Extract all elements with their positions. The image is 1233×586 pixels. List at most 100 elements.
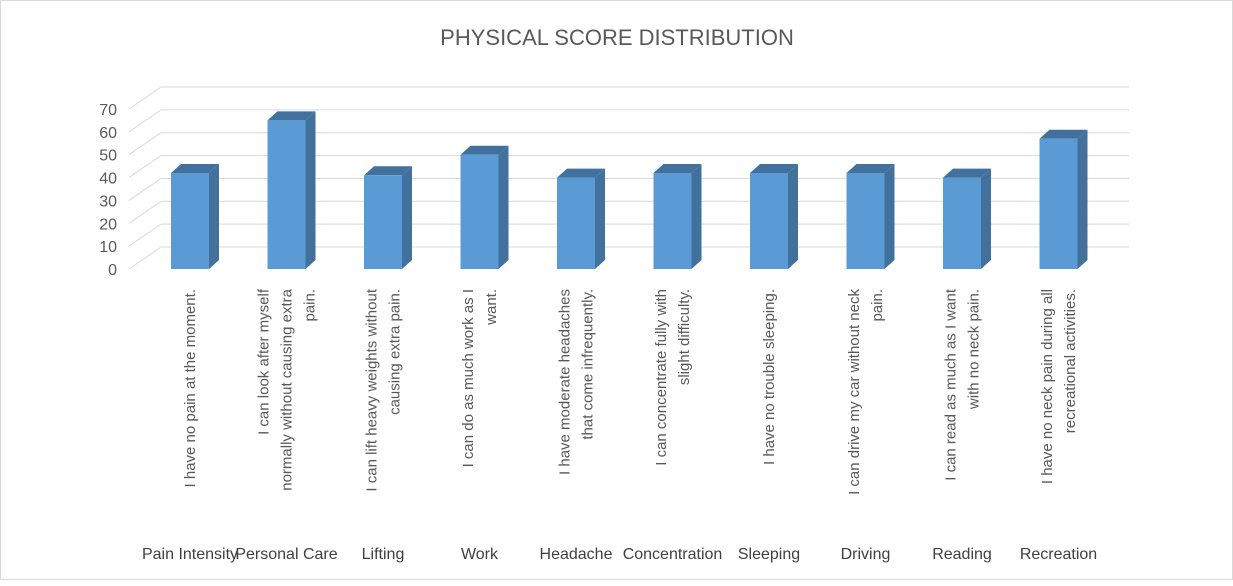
bar-front xyxy=(557,177,595,269)
gridline-depth xyxy=(128,86,162,110)
bar-description: I can concentrate fully with slight diffi… xyxy=(653,289,693,466)
bar-top xyxy=(846,164,895,173)
bar-front xyxy=(846,173,885,269)
bar-description: I can lift heavy weights without causing … xyxy=(364,288,404,491)
gridline-depth xyxy=(128,200,162,224)
bar-top xyxy=(653,164,702,173)
bars xyxy=(171,111,1088,269)
bar-description-line: I can lift heavy weights without xyxy=(364,288,381,491)
bar-side xyxy=(305,111,316,269)
bar-top xyxy=(460,145,509,155)
y-tick-label: 0 xyxy=(108,262,117,279)
bar-description-line: slight difficulty. xyxy=(676,289,693,385)
bar-description: I can drive my car without neck pain. xyxy=(846,289,886,495)
category-label: Pain Intensity xyxy=(142,546,238,563)
bar-front xyxy=(653,173,692,269)
bar-description-line: I can read as much as I want xyxy=(943,288,960,481)
bar-description: I have moderate headaches that come infre… xyxy=(557,289,597,475)
gridline-depth xyxy=(128,155,162,178)
bar-description-line: pain. xyxy=(302,289,319,322)
category-label: Reading xyxy=(932,546,992,563)
category-label: Recreation xyxy=(1020,546,1097,563)
gridlines xyxy=(128,86,1129,270)
bar-description: I can read as much as I want with no neck… xyxy=(943,288,983,481)
bar-front xyxy=(171,173,209,269)
bar xyxy=(750,164,798,269)
bar-description-line: normally without causing extra xyxy=(279,288,296,490)
bar-side xyxy=(402,166,412,269)
bar-front xyxy=(460,154,499,269)
bar-description-line: pain. xyxy=(869,289,886,322)
bar-front xyxy=(267,120,306,269)
bar-description: I have no neck pain during all recreation… xyxy=(1039,289,1079,484)
category-label: Driving xyxy=(841,546,891,563)
bar-description: I have no pain at the moment. xyxy=(182,289,199,487)
bar-description-line: I have no trouble sleeping. xyxy=(761,289,778,465)
bar-description-line: I have no neck pain during all xyxy=(1039,289,1056,484)
bar-front xyxy=(364,175,402,269)
bar-front xyxy=(943,177,981,269)
bar xyxy=(653,164,702,269)
bar-top xyxy=(557,168,605,178)
bar-top xyxy=(750,164,798,173)
bar-description-line: I can concentrate fully with xyxy=(653,289,670,466)
chart-title: PHYSICAL SCORE DISTRIBUTION xyxy=(440,25,794,50)
bar-description-line: want. xyxy=(483,289,500,326)
bar xyxy=(460,145,509,269)
bar xyxy=(846,164,895,269)
bar-description-line: I have no pain at the moment. xyxy=(182,289,199,487)
bar-side xyxy=(498,145,509,269)
bar xyxy=(943,168,991,269)
bar-description-line: I can look after myself xyxy=(256,288,273,435)
category-label: Sleeping xyxy=(738,546,800,563)
gridline-depth xyxy=(128,178,162,201)
gridline-depth xyxy=(128,223,162,247)
category-label: Headache xyxy=(540,546,613,563)
bar-description-line: recreational activities. xyxy=(1062,289,1079,433)
y-axis-ticks: 0 10 20 30 40 50 60 70 xyxy=(99,102,117,279)
bar-description-line: with no neck pain. xyxy=(966,289,983,410)
bar-description: I can look after myself normally without … xyxy=(256,288,319,491)
category-label: Concentration xyxy=(623,546,723,563)
bar-side xyxy=(788,164,798,269)
category-label: Lifting xyxy=(362,546,405,563)
bar-description-line: I can drive my car without neck xyxy=(846,289,863,495)
bar-front xyxy=(750,173,788,269)
y-tick-label: 60 xyxy=(99,125,117,142)
y-tick-label: 30 xyxy=(99,193,117,210)
bar-front xyxy=(1039,138,1078,269)
bar-side xyxy=(691,164,702,269)
bar-description: I have no trouble sleeping. xyxy=(761,289,778,465)
bar xyxy=(1039,129,1088,269)
bar xyxy=(364,166,412,269)
y-tick-label: 50 xyxy=(99,148,117,165)
gridline-depth xyxy=(128,132,162,156)
bar-description: I can do as much work as I want. xyxy=(460,289,500,467)
bar-description-line: causing extra pain. xyxy=(387,289,404,415)
bar-side xyxy=(595,168,605,269)
bar-description-line: I have moderate headaches xyxy=(557,289,574,475)
bar-description-line: I can do as much work as I xyxy=(460,289,477,467)
bar-side xyxy=(209,164,219,269)
bar-top xyxy=(943,168,991,178)
y-tick-label: 70 xyxy=(99,102,117,119)
bar-top xyxy=(1039,129,1088,139)
bar-description-line: that come infrequently. xyxy=(580,289,597,440)
bar-top xyxy=(364,166,412,176)
bar-side xyxy=(884,164,895,269)
gridline-depth xyxy=(128,246,162,270)
y-tick-label: 10 xyxy=(99,239,117,256)
bar-top xyxy=(267,111,316,121)
gridline-depth xyxy=(128,109,162,133)
y-tick-label: 20 xyxy=(99,216,117,233)
bar-side xyxy=(981,168,991,269)
bar xyxy=(557,168,605,269)
bar-top xyxy=(171,164,219,173)
bar xyxy=(267,111,316,269)
bar-side xyxy=(1077,129,1088,269)
category-label: Work xyxy=(461,546,499,563)
bar xyxy=(171,164,219,269)
category-label: Personal Care xyxy=(235,546,337,563)
